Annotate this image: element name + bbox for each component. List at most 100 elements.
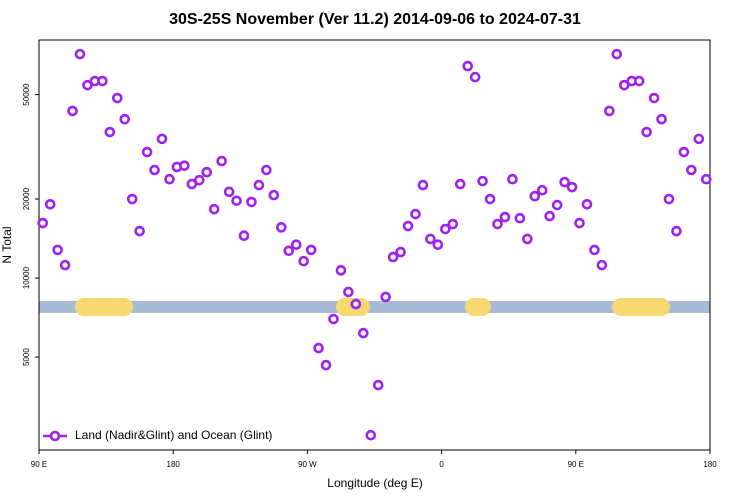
plot-frame bbox=[38, 39, 711, 451]
point bbox=[335, 265, 347, 276]
point bbox=[223, 186, 235, 198]
point bbox=[544, 210, 556, 222]
point bbox=[529, 190, 541, 202]
land bbox=[612, 298, 670, 316]
x-tick-label: 180 bbox=[167, 460, 181, 469]
point bbox=[402, 220, 414, 232]
point bbox=[268, 189, 280, 201]
point bbox=[350, 298, 362, 310]
y-tick-label: 50000 bbox=[22, 83, 31, 106]
point bbox=[52, 244, 63, 256]
point bbox=[97, 75, 108, 87]
point bbox=[164, 173, 175, 185]
point bbox=[641, 126, 652, 138]
point bbox=[387, 251, 399, 263]
point bbox=[149, 164, 160, 176]
point bbox=[522, 233, 533, 245]
point bbox=[261, 164, 272, 176]
point bbox=[395, 246, 406, 258]
point bbox=[201, 166, 213, 178]
legend-marker bbox=[49, 430, 61, 442]
point bbox=[59, 259, 71, 271]
point bbox=[179, 160, 190, 171]
point bbox=[305, 244, 317, 256]
point bbox=[313, 342, 324, 354]
point bbox=[82, 79, 93, 91]
point bbox=[618, 79, 630, 91]
band bbox=[39, 301, 710, 313]
point bbox=[231, 195, 242, 207]
point bbox=[589, 244, 600, 256]
point bbox=[693, 133, 705, 145]
point bbox=[208, 203, 220, 215]
x-tick-label: 90 E bbox=[568, 460, 584, 469]
y-tick-label: 20000 bbox=[22, 187, 31, 210]
point bbox=[574, 217, 585, 229]
point bbox=[380, 291, 391, 303]
land-band bbox=[39, 298, 710, 316]
point bbox=[656, 113, 667, 125]
point bbox=[343, 286, 354, 298]
land bbox=[75, 298, 133, 316]
point bbox=[216, 155, 227, 167]
point bbox=[410, 208, 421, 220]
point bbox=[417, 179, 429, 191]
point bbox=[37, 217, 49, 229]
legend-label: Land (Nadir&Glint) and Ocean (Glint) bbox=[75, 428, 272, 442]
point bbox=[246, 196, 257, 208]
point bbox=[686, 164, 697, 176]
x-tick-label: 180 bbox=[703, 460, 717, 469]
point bbox=[238, 230, 250, 241]
point bbox=[328, 313, 339, 325]
x-tick-label: 90 E bbox=[31, 460, 47, 469]
point bbox=[298, 255, 309, 267]
point bbox=[67, 105, 78, 117]
point bbox=[358, 327, 369, 339]
point bbox=[700, 173, 712, 185]
point bbox=[365, 429, 377, 441]
point bbox=[104, 126, 116, 138]
point bbox=[559, 176, 570, 188]
point bbox=[454, 178, 466, 190]
point bbox=[581, 198, 593, 210]
chart-title: 30S-25S November (Ver 11.2) 2014-09-06 t… bbox=[169, 11, 581, 28]
point bbox=[462, 60, 473, 72]
point bbox=[432, 239, 444, 250]
point bbox=[119, 113, 131, 125]
point bbox=[290, 239, 302, 250]
point bbox=[320, 359, 332, 371]
point bbox=[44, 198, 56, 210]
point bbox=[663, 193, 675, 205]
point bbox=[507, 173, 518, 185]
point bbox=[134, 225, 145, 237]
point bbox=[126, 193, 138, 205]
x-tick-label: 0 bbox=[439, 460, 444, 469]
y-tick-label: 10000 bbox=[22, 266, 31, 289]
point bbox=[469, 71, 481, 83]
point bbox=[156, 133, 168, 145]
point bbox=[536, 184, 548, 196]
point bbox=[440, 223, 451, 235]
point bbox=[648, 92, 660, 104]
point bbox=[633, 75, 645, 87]
point bbox=[678, 146, 690, 158]
point bbox=[596, 259, 608, 271]
point bbox=[611, 48, 623, 60]
point bbox=[551, 199, 563, 211]
y-axis-label: N Total bbox=[0, 226, 14, 263]
x-axis-label: Longitude (deg E) bbox=[327, 476, 422, 490]
point bbox=[514, 212, 526, 224]
point bbox=[604, 105, 615, 117]
point bbox=[283, 245, 295, 257]
land bbox=[465, 298, 491, 316]
point bbox=[141, 146, 153, 158]
point bbox=[566, 181, 578, 193]
point bbox=[193, 174, 205, 186]
point bbox=[477, 175, 488, 187]
y-tick-label: 5000 bbox=[22, 348, 31, 366]
point bbox=[499, 211, 511, 223]
point bbox=[253, 179, 265, 191]
point bbox=[492, 218, 503, 230]
